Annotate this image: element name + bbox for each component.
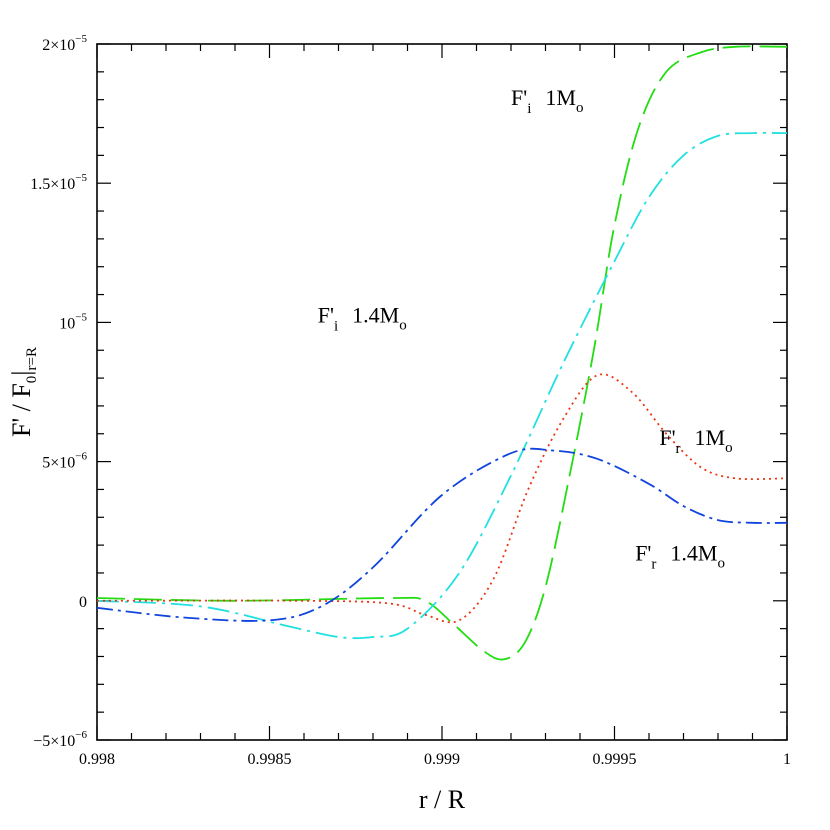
series-annotation-0: F'i 1Mo bbox=[511, 85, 583, 117]
y-axis-title: F' / F0|r=R bbox=[7, 347, 40, 437]
series-line-0 bbox=[96, 45, 788, 661]
y-tick-label: 2×10−5 bbox=[42, 33, 87, 54]
x-tick-label: 0.9995 bbox=[593, 751, 637, 768]
x-tick-label: 0.9985 bbox=[248, 751, 292, 768]
svg-text:F' / F0|r=R: F' / F0|r=R bbox=[7, 347, 40, 437]
y-tick-label: 0 bbox=[79, 594, 87, 611]
x-tick-label: 0.998 bbox=[79, 751, 115, 768]
x-axis-title: r / R bbox=[419, 785, 466, 814]
series-line-1 bbox=[96, 131, 788, 640]
y-tick-label: −5×10−6 bbox=[33, 729, 87, 750]
series-line-2 bbox=[96, 373, 788, 624]
x-tick-label: 0.999 bbox=[424, 751, 460, 768]
y-axis-title-main: F' / F bbox=[7, 383, 36, 437]
y-tick-label: 10−5 bbox=[59, 311, 87, 332]
plot-frame bbox=[96, 43, 788, 741]
series-annotation-1: F'i 1.4Mo bbox=[318, 302, 407, 334]
y-tick-label: 5×10−6 bbox=[42, 451, 87, 472]
series-annotation-3: F'r 1.4Mo bbox=[635, 540, 725, 572]
series-line-3 bbox=[96, 447, 788, 622]
label-layer: 0.998 0.9985 0.999 0.9995 1 −5×10−6 0 5×10−6 10−… bbox=[30, 33, 791, 768]
series-layer bbox=[96, 45, 788, 661]
y-axis-title-sub0: 0 bbox=[24, 376, 40, 384]
y-axis-title-sub-eval: r=R bbox=[24, 347, 40, 370]
y-axis-title-bar: | bbox=[7, 370, 36, 375]
annotation-layer: F'i 1Mo F'i 1.4Mo F'r 1Mo F'r 1.4Mo bbox=[318, 85, 733, 572]
x-tick-label: 1 bbox=[783, 751, 791, 768]
series-annotation-2: F'r 1Mo bbox=[659, 425, 732, 457]
ticks bbox=[96, 43, 788, 741]
y-tick-label: 1.5×10−5 bbox=[30, 172, 87, 193]
